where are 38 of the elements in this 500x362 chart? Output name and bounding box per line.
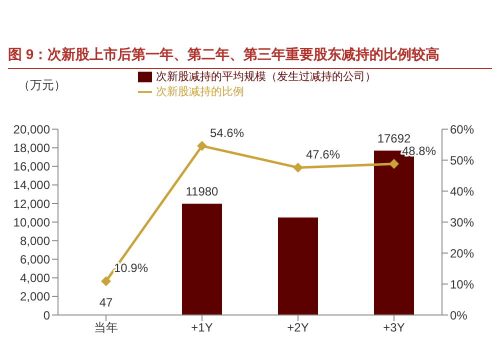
y2-tick-label: 30%: [450, 215, 474, 230]
chart-title: 图 9：次新股上市后第一年、第二年、第三年重要股东减持的比例较高: [8, 8, 492, 69]
y-tick-label: 2,000: [20, 290, 50, 304]
bar: [278, 217, 318, 315]
legend-label: 次新股减持的比例: [156, 86, 244, 98]
y-tick-label: 18,000: [13, 141, 50, 156]
data-label: 11980: [186, 184, 219, 199]
data-label: 17692: [377, 132, 412, 146]
bar: [182, 204, 222, 315]
y2-tick-label: 10%: [450, 277, 474, 292]
legend-label: 次新股减持的平均规模（发生过减持的公司）: [156, 71, 376, 83]
y2-tick-label: 40%: [450, 184, 474, 198]
y2-tick-label: 50%: [450, 153, 474, 168]
x-tick-label: +1Y: [191, 320, 213, 335]
point: [293, 162, 303, 173]
y-tick-label: 16,000: [13, 160, 50, 174]
data-label: 47: [99, 296, 113, 310]
y-tick-label: 20,000: [13, 122, 50, 136]
y-tick-label: 4,000: [20, 271, 50, 286]
data-label: 47.6%: [306, 148, 340, 162]
y-tick-label: 6,000: [20, 252, 50, 267]
y-axis-title: （万元）: [18, 77, 66, 94]
y-tick-label: 10,000: [13, 215, 50, 230]
x-tick-label: 当年: [94, 320, 118, 335]
x-tick-label: +2Y: [287, 320, 309, 335]
y-tick-label: 12,000: [13, 196, 50, 211]
y-tick-label: 0: [43, 308, 50, 322]
data-label: 54.6%: [210, 126, 244, 140]
y2-tick-label: 0%: [450, 308, 468, 322]
y2-tick-label: 60%: [450, 122, 474, 136]
y-tick-label: 8,000: [20, 234, 50, 248]
point: [101, 276, 111, 286]
y-tick-label: 14,000: [13, 178, 50, 192]
y2-tick-label: 20%: [450, 246, 474, 260]
point: [197, 140, 207, 151]
data-label: 48.8%: [402, 144, 436, 158]
point: [389, 158, 399, 169]
x-tick-label: +3Y: [383, 320, 405, 335]
